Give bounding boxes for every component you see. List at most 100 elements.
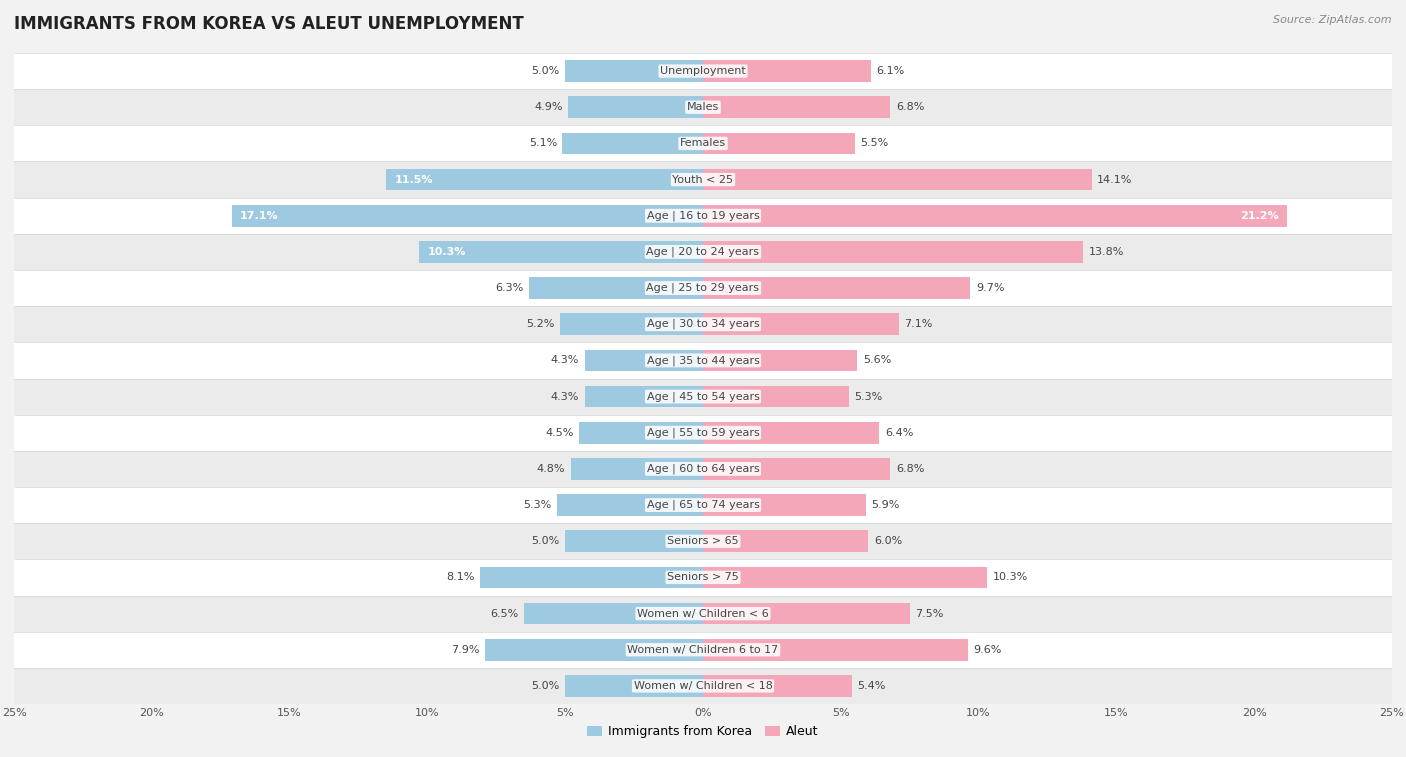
Bar <box>14 451 1392 487</box>
Text: 8.1%: 8.1% <box>446 572 474 582</box>
Bar <box>703 277 970 299</box>
Legend: Immigrants from Korea, Aleut: Immigrants from Korea, Aleut <box>582 721 824 743</box>
Text: Age | 45 to 54 years: Age | 45 to 54 years <box>647 391 759 402</box>
Bar <box>703 675 852 696</box>
Text: 5.0%: 5.0% <box>531 536 560 547</box>
Bar <box>14 596 1392 631</box>
Bar <box>479 566 703 588</box>
Bar <box>703 350 858 371</box>
Bar <box>565 531 703 552</box>
Bar <box>703 531 869 552</box>
Text: 6.5%: 6.5% <box>491 609 519 618</box>
Bar <box>703 241 1083 263</box>
Text: Age | 30 to 34 years: Age | 30 to 34 years <box>647 319 759 329</box>
Text: 9.6%: 9.6% <box>973 645 1001 655</box>
Bar <box>703 603 910 625</box>
Text: Age | 65 to 74 years: Age | 65 to 74 years <box>647 500 759 510</box>
Bar <box>530 277 703 299</box>
Text: 5.5%: 5.5% <box>860 139 889 148</box>
Text: 5.6%: 5.6% <box>863 356 891 366</box>
Bar <box>387 169 703 191</box>
Text: 10.3%: 10.3% <box>993 572 1028 582</box>
Text: 6.8%: 6.8% <box>896 464 924 474</box>
Text: Seniors > 65: Seniors > 65 <box>668 536 738 547</box>
Bar <box>703 639 967 661</box>
Bar <box>14 342 1392 378</box>
Bar <box>524 603 703 625</box>
Text: 5.9%: 5.9% <box>872 500 900 510</box>
Bar <box>14 415 1392 451</box>
Text: Age | 16 to 19 years: Age | 16 to 19 years <box>647 210 759 221</box>
Text: Seniors > 75: Seniors > 75 <box>666 572 740 582</box>
Text: 11.5%: 11.5% <box>394 175 433 185</box>
Text: 6.1%: 6.1% <box>876 66 905 76</box>
Bar <box>703 61 872 82</box>
Text: Females: Females <box>681 139 725 148</box>
Text: Age | 25 to 29 years: Age | 25 to 29 years <box>647 283 759 293</box>
Bar <box>14 161 1392 198</box>
Text: 6.3%: 6.3% <box>496 283 524 293</box>
Text: 10.3%: 10.3% <box>427 247 465 257</box>
Bar <box>14 234 1392 270</box>
Bar <box>14 270 1392 306</box>
Text: Age | 55 to 59 years: Age | 55 to 59 years <box>647 428 759 438</box>
Bar <box>14 631 1392 668</box>
Text: Women w/ Children 6 to 17: Women w/ Children 6 to 17 <box>627 645 779 655</box>
Text: Age | 60 to 64 years: Age | 60 to 64 years <box>647 464 759 474</box>
Bar <box>14 523 1392 559</box>
Text: 14.1%: 14.1% <box>1097 175 1132 185</box>
Text: 13.8%: 13.8% <box>1088 247 1125 257</box>
Bar <box>485 639 703 661</box>
Text: Males: Males <box>688 102 718 112</box>
Text: 4.3%: 4.3% <box>551 391 579 401</box>
Bar <box>14 559 1392 596</box>
Text: 7.9%: 7.9% <box>451 645 479 655</box>
Bar <box>560 313 703 335</box>
Bar <box>14 378 1392 415</box>
Bar <box>14 306 1392 342</box>
Bar <box>579 422 703 444</box>
Text: Source: ZipAtlas.com: Source: ZipAtlas.com <box>1274 15 1392 25</box>
Bar <box>585 350 703 371</box>
Text: 21.2%: 21.2% <box>1240 210 1279 221</box>
Text: Women w/ Children < 6: Women w/ Children < 6 <box>637 609 769 618</box>
Text: 4.5%: 4.5% <box>546 428 574 438</box>
Bar <box>703 566 987 588</box>
Text: 5.2%: 5.2% <box>526 319 554 329</box>
Bar <box>14 126 1392 161</box>
Bar <box>703 458 890 480</box>
Bar <box>568 96 703 118</box>
Bar <box>557 494 703 516</box>
Bar <box>562 132 703 154</box>
Text: Age | 35 to 44 years: Age | 35 to 44 years <box>647 355 759 366</box>
Text: 4.9%: 4.9% <box>534 102 562 112</box>
Bar <box>232 205 703 226</box>
Text: 5.4%: 5.4% <box>858 681 886 691</box>
Bar <box>14 53 1392 89</box>
Text: Unemployment: Unemployment <box>661 66 745 76</box>
Text: 6.8%: 6.8% <box>896 102 924 112</box>
Bar <box>703 386 849 407</box>
Text: Women w/ Children < 18: Women w/ Children < 18 <box>634 681 772 691</box>
Text: Youth < 25: Youth < 25 <box>672 175 734 185</box>
Bar <box>703 205 1288 226</box>
Bar <box>703 422 879 444</box>
Text: 6.0%: 6.0% <box>875 536 903 547</box>
Bar <box>14 89 1392 126</box>
Text: 17.1%: 17.1% <box>240 210 278 221</box>
Bar <box>703 494 866 516</box>
Bar <box>703 313 898 335</box>
Text: IMMIGRANTS FROM KOREA VS ALEUT UNEMPLOYMENT: IMMIGRANTS FROM KOREA VS ALEUT UNEMPLOYM… <box>14 15 524 33</box>
Bar <box>14 487 1392 523</box>
Text: 5.3%: 5.3% <box>523 500 551 510</box>
Text: Age | 20 to 24 years: Age | 20 to 24 years <box>647 247 759 257</box>
Text: 7.5%: 7.5% <box>915 609 943 618</box>
Text: 7.1%: 7.1% <box>904 319 932 329</box>
Text: 5.1%: 5.1% <box>529 139 557 148</box>
Text: 5.0%: 5.0% <box>531 681 560 691</box>
Bar <box>14 198 1392 234</box>
Bar <box>703 132 855 154</box>
Bar <box>703 169 1091 191</box>
Bar <box>14 668 1392 704</box>
Text: 5.3%: 5.3% <box>855 391 883 401</box>
